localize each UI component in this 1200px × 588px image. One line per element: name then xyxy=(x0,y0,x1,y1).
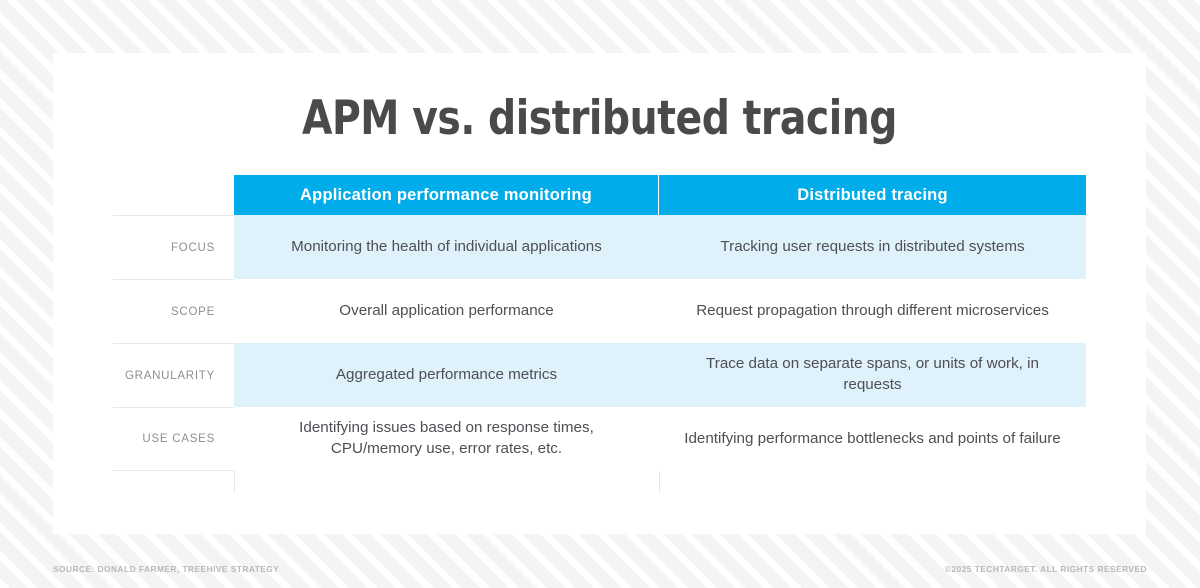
cell-granularity-tracing: Trace data on separate spans, or units o… xyxy=(659,343,1086,407)
table-row: Use cases Identifying issues based on re… xyxy=(113,407,1086,471)
cell-scope-tracing: Request propagation through different mi… xyxy=(659,279,1086,343)
page-title: APM vs. distributed tracing xyxy=(301,91,897,146)
row-label-granularity: Granularity xyxy=(113,343,234,407)
table-corner-cell xyxy=(113,175,234,215)
copyright-notice: ©2025 TECHTARGET. ALL RIGHTS RESERVED xyxy=(944,564,1147,574)
source-credit: SOURCE: DONALD FARMER, TREEHIVE STRATEGY xyxy=(53,564,280,574)
column-header-apm: Application performance monitoring xyxy=(234,175,658,215)
cell-scope-apm: Overall application performance xyxy=(234,279,659,343)
table-row: Granularity Aggregated performance metri… xyxy=(113,343,1086,407)
table-row: Focus Monitoring the health of individua… xyxy=(113,215,1086,279)
row-label-use-cases: Use cases xyxy=(113,407,234,471)
column-header-tracing: Distributed tracing xyxy=(659,175,1086,215)
infographic-card: APM vs. distributed tracing Application … xyxy=(53,53,1146,534)
row-label-focus: Focus xyxy=(113,215,234,279)
table-row: Scope Overall application performance Re… xyxy=(113,279,1086,343)
cell-granularity-apm: Aggregated performance metrics xyxy=(234,343,659,407)
cell-use-cases-tracing: Identifying performance bottlenecks and … xyxy=(659,407,1086,471)
table-header-row: Application performance monitoring Distr… xyxy=(113,175,1086,215)
cell-use-cases-apm: Identifying issues based on response tim… xyxy=(234,407,659,471)
comparison-table: Application performance monitoring Distr… xyxy=(113,175,1086,492)
cell-focus-apm: Monitoring the health of individual appl… xyxy=(234,215,659,279)
cell-focus-tracing: Tracking user requests in distributed sy… xyxy=(659,215,1086,279)
row-label-scope: Scope xyxy=(113,279,234,343)
